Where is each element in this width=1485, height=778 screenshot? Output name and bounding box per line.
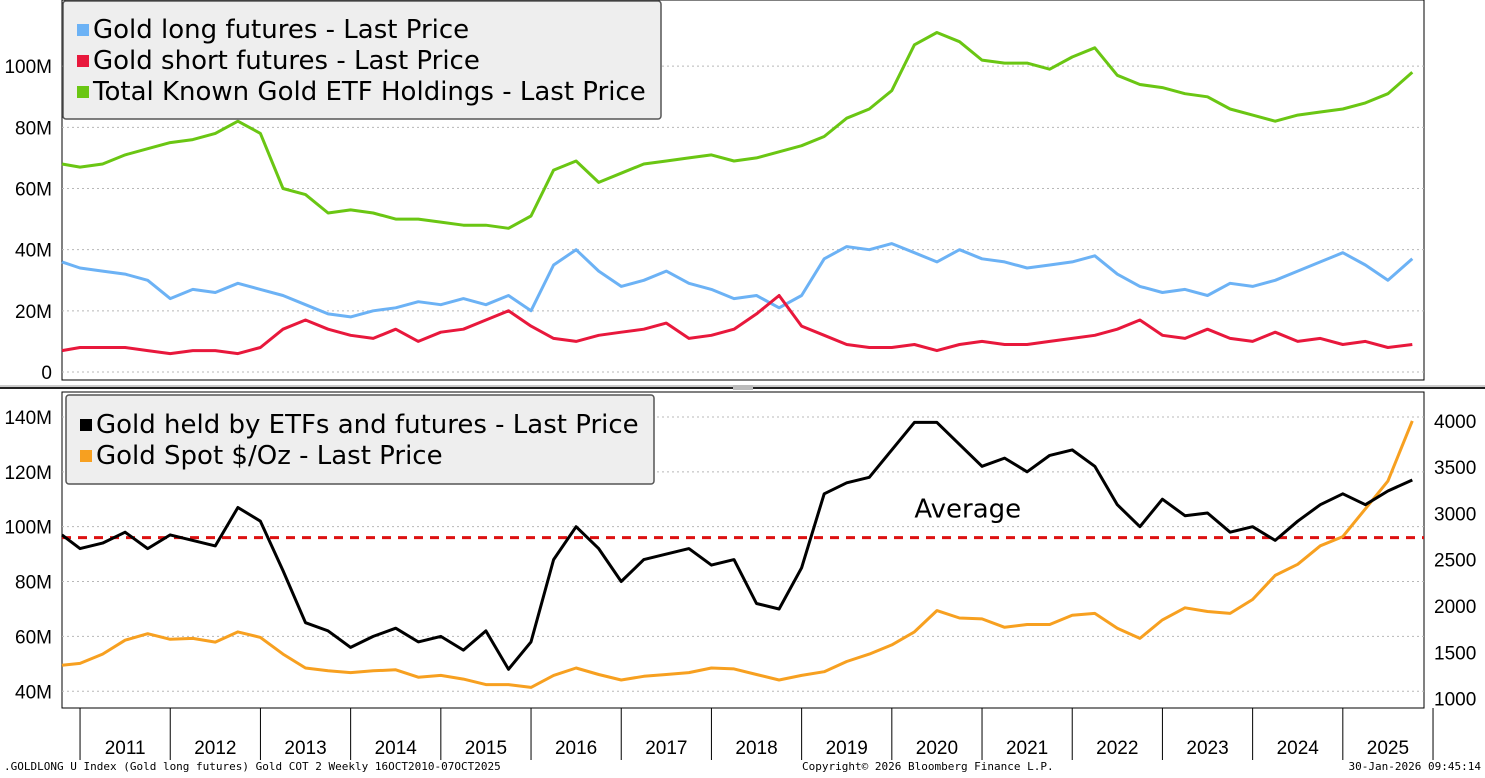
- average-annotation: Average: [914, 495, 1021, 525]
- bottom-y2-tick-label: 1500: [1434, 643, 1476, 664]
- top-legend: Gold long futures - Last Price Gold shor…: [62, 0, 662, 120]
- bottom-y-tick-label: 80M: [15, 573, 52, 594]
- x-year-label: 2013: [284, 738, 326, 759]
- bottom-y-tick-label: 40M: [15, 682, 52, 703]
- x-year-label: 2023: [1186, 738, 1228, 759]
- x-year-label: 2020: [916, 738, 958, 759]
- x-year-label: 2016: [555, 738, 597, 759]
- x-year-label: 2014: [375, 738, 418, 759]
- total-held-swatch: [80, 419, 92, 431]
- top-y-tick-label: 60M: [15, 180, 52, 201]
- etf-holdings-line: [61, 31, 1414, 230]
- x-year-label: 2024: [1277, 738, 1320, 759]
- top-panel: 0 20M 40M 60M 80M 100M: [4, 0, 1425, 384]
- footer-copyright: Copyright© 2026 Bloomberg Finance L.P.: [802, 760, 1054, 773]
- long-futures-line: [61, 242, 1414, 319]
- legend-gold-spot: Gold Spot $/Oz - Last Price: [96, 441, 443, 471]
- bottom-y-tick-label: 140M: [4, 408, 52, 429]
- legend-total-held: Gold held by ETFs and futures - Last Pri…: [96, 410, 639, 440]
- x-year-label: 2015: [465, 738, 507, 759]
- top-y-tick-label: 20M: [15, 302, 52, 323]
- bottom-y2-tick-label: 2000: [1434, 597, 1476, 618]
- top-y-tick-label: 0: [41, 363, 52, 384]
- x-year-label: 2022: [1096, 738, 1138, 759]
- bottom-y2-tick-label: 2500: [1434, 551, 1476, 572]
- legend-long-futures: Gold long futures - Last Price: [93, 15, 469, 45]
- total-held-line: [61, 420, 1413, 671]
- bottom-y2-tick-label: 3000: [1434, 504, 1476, 525]
- bottom-y-tick-label: 100M: [4, 518, 52, 539]
- x-year-label: 2012: [194, 738, 236, 759]
- panel-resize-handle[interactable]: [733, 385, 753, 390]
- bottom-y2-tick-label: 3500: [1434, 458, 1476, 479]
- bottom-y-tick-label: 60M: [15, 627, 52, 648]
- x-year-label: 2021: [1006, 738, 1048, 759]
- short-futures-swatch: [77, 55, 89, 67]
- top-y-tick-label: 80M: [15, 118, 52, 139]
- x-year-label: 2019: [826, 738, 868, 759]
- x-year-label: 2017: [645, 738, 687, 759]
- chart: 0 20M 40M 60M 80M 100M 40M 60M 80M 100M 120M 140M 1…: [0, 0, 1485, 760]
- x-axis: 2011 2012 2013 2014 2015 2016 2017 2018 2019 2020…: [62, 707, 1434, 760]
- bottom-legend: Gold held by ETFs and futures - Last Pri…: [65, 394, 655, 485]
- bottom-y2-tick-label: 1000: [1434, 690, 1476, 711]
- gold-spot-line: [61, 420, 1414, 689]
- x-year-label: 2018: [735, 738, 777, 759]
- top-y-tick-label: 100M: [4, 57, 52, 78]
- top-y-tick-label: 40M: [15, 241, 52, 262]
- x-year-label: 2025: [1367, 738, 1409, 759]
- legend-short-futures: Gold short futures - Last Price: [93, 46, 480, 76]
- footer-timestamp: 30-Jan-2026 09:45:14: [1348, 760, 1481, 773]
- footer-ticker: .GOLDLONG U Index (Gold long futures) Go…: [4, 760, 501, 773]
- x-year-label: 2011: [105, 738, 146, 759]
- etf-holdings-swatch: [77, 86, 89, 98]
- bottom-y-tick-label: 120M: [4, 463, 52, 484]
- short-futures-line: [61, 294, 1413, 356]
- bottom-y2-tick-label: 4000: [1434, 412, 1476, 433]
- gold-spot-swatch: [80, 450, 92, 462]
- legend-etf-holdings: Total Known Gold ETF Holdings - Last Pri…: [92, 77, 646, 107]
- long-futures-swatch: [77, 24, 89, 36]
